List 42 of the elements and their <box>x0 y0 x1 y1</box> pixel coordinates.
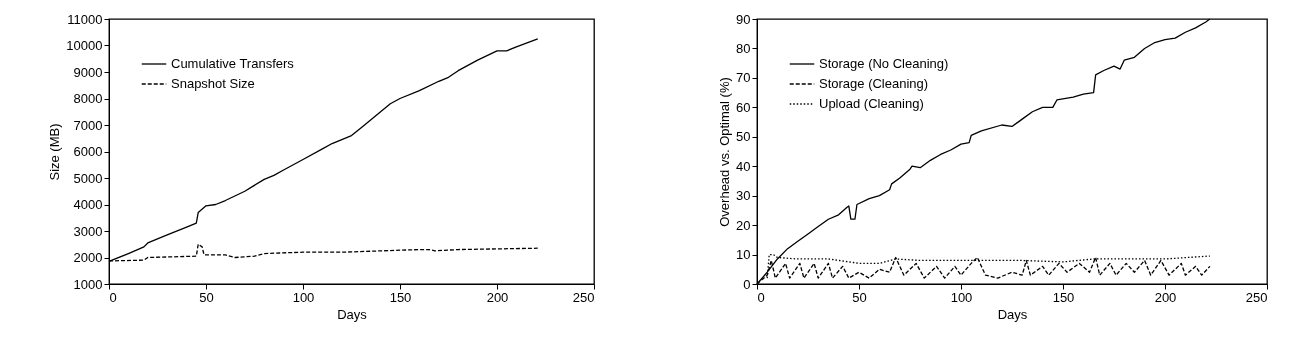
y-tick-label: 5000 <box>73 170 103 186</box>
x-axis-title: Days <box>337 306 368 322</box>
y-axis-title: Overhead vs. Optimal (%) <box>717 77 733 227</box>
y-tick-label: 1000 <box>73 276 103 292</box>
x-tick-label: 100 <box>950 289 973 305</box>
x-tick-label: 250 <box>572 289 595 305</box>
legend-label: Snapshot Size <box>171 76 255 91</box>
legend-label: Cumulative Transfers <box>171 56 295 71</box>
x-tick-label: 0 <box>757 289 765 305</box>
y-tick-label: 90 <box>736 11 751 27</box>
legend-label: Storage (Cleaning) <box>819 76 929 91</box>
x-tick-label: 200 <box>1154 289 1177 305</box>
y-tick-label: 0 <box>743 276 751 292</box>
x-axis-title: Days <box>997 306 1028 322</box>
y-axis-title: Size (MB) <box>47 123 63 181</box>
y-tick-label: 10 <box>736 247 751 263</box>
y-tick-label: 8000 <box>73 91 103 106</box>
y-tick-label: 20 <box>736 217 751 233</box>
y-tick-label: 11000 <box>67 11 103 27</box>
x-tick-label: 50 <box>852 289 867 305</box>
x-tick-label: 150 <box>1052 289 1075 305</box>
y-tick-label: 80 <box>736 40 751 56</box>
x-tick-label: 0 <box>109 289 117 305</box>
y-tick-label: 30 <box>736 188 751 204</box>
x-tick-label: 150 <box>389 289 412 305</box>
y-tick-label: 6000 <box>73 144 103 159</box>
y-tick-label: 10000 <box>66 38 103 53</box>
x-tick-label: 250 <box>1245 289 1268 305</box>
y-tick-label: 4000 <box>73 197 103 212</box>
y-tick-label: 50 <box>736 129 751 145</box>
y-tick-label: 7000 <box>73 117 103 133</box>
x-tick-label: 200 <box>486 289 509 305</box>
legend-label: Upload (Cleaning) <box>819 96 924 111</box>
y-tick-label: 3000 <box>73 223 103 239</box>
y-tick-label: 9000 <box>73 64 103 80</box>
y-tick-label: 70 <box>736 70 751 86</box>
y-tick-label: 2000 <box>73 250 103 265</box>
legend-label: Storage (No Cleaning) <box>819 56 949 71</box>
y-tick-label: 60 <box>736 99 751 115</box>
x-tick-label: 50 <box>199 289 214 305</box>
x-tick-label: 100 <box>292 289 315 305</box>
y-tick-label: 40 <box>736 158 751 174</box>
